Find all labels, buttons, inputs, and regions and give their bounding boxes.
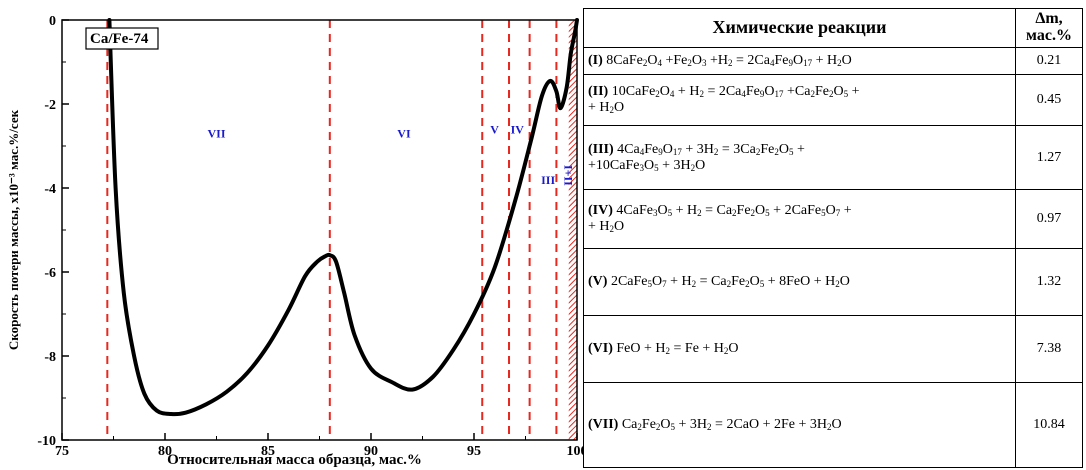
reaction-equation-cell: (IV) 4CaFe3O5 + H2 = Ca2Fe2O5 + 2CaFe5O7… bbox=[583, 189, 1016, 250]
y-tick-label: -2 bbox=[44, 98, 56, 113]
y-tick-label: -10 bbox=[37, 434, 56, 449]
y-tick-label: -8 bbox=[44, 350, 56, 365]
table-header-row: Химические реакции Δm, мас.% bbox=[583, 8, 1083, 48]
dtg-chart: 75 80 85 90 95 100 0 -2 -4 -6 -8 -10 VII VI V IV III I+I… bbox=[6, 14, 584, 468]
reaction-number: (V) bbox=[588, 274, 608, 290]
reaction-number: (IV) bbox=[588, 203, 613, 219]
reaction-equation-cell: (V) 2CaFe5O7 + H2 = Ca2Fe2O5 + 8FeO + H2… bbox=[583, 248, 1016, 317]
x-tick-label: 80 bbox=[158, 444, 172, 459]
sample-label: Ca/Fe-74 bbox=[90, 31, 149, 47]
reaction-row: (I) 8CaFe2O4 +Fe2O3 +H2 = 2Ca4Fe9O17 + H… bbox=[583, 46, 1083, 75]
reaction-row: (VI) FeO + H2 = Fe + H2O 7.38 bbox=[583, 315, 1083, 384]
reaction-equation-cell: (I) 8CaFe2O4 +Fe2O3 +H2 = 2Ca4Fe9O17 + H… bbox=[583, 46, 1016, 75]
region-label: VI bbox=[397, 127, 411, 141]
region-label: III bbox=[541, 173, 555, 187]
reactions-table-body: (I) 8CaFe2O4 +Fe2O3 +H2 = 2Ca4Fe9O17 + H… bbox=[583, 46, 1083, 468]
mass-change-value: 7.38 bbox=[1015, 315, 1083, 384]
region-label: I+II bbox=[562, 165, 576, 186]
mass-change-value: 0.21 bbox=[1015, 46, 1083, 75]
mass-change-header-line1: Δm, bbox=[1035, 10, 1063, 27]
mass-change-value: 1.27 bbox=[1015, 125, 1083, 191]
region-label: IV bbox=[511, 122, 525, 136]
x-axis-title: Относительная масса образца, мас.% bbox=[167, 452, 422, 468]
reaction-row: (II) 10CaFe2O4 + H2 = 2Ca4Fe9O17 +Ca2Fe2… bbox=[583, 73, 1083, 127]
y-tick-label: -4 bbox=[44, 182, 56, 197]
reaction-number: (II) bbox=[588, 83, 609, 99]
reaction-equation-cell: (VII) Ca2Fe2O5 + 3H2 = 2CaO + 2Fe + 3H2O bbox=[583, 382, 1016, 468]
dtg-chart-panel: 75 80 85 90 95 100 0 -2 -4 -6 -8 -10 VII VI V IV III I+I… bbox=[6, 14, 584, 468]
reaction-row: (IV) 4CaFe3O5 + H2 = Ca2Fe2O5 + 2CaFe5O7… bbox=[583, 189, 1083, 250]
y-tick-label: 0 bbox=[49, 14, 56, 29]
reactions-header: Химические реакции bbox=[583, 8, 1016, 48]
reaction-equation-cell: (VI) FeO + H2 = Fe + H2O bbox=[583, 315, 1016, 384]
hatched-region bbox=[568, 20, 577, 440]
region-label: V bbox=[490, 122, 499, 136]
mass-change-value: 10.84 bbox=[1015, 382, 1083, 468]
reaction-row: (VII) Ca2Fe2O5 + 3H2 = 2CaO + 2Fe + 3H2O… bbox=[583, 382, 1083, 468]
dtg-curve bbox=[107, 18, 579, 417]
reaction-equation: 8CaFe2O4 +Fe2O3 +H2 = 2Ca4Fe9O17 + H2O bbox=[602, 52, 852, 68]
mass-change-header-line2: мас.% bbox=[1026, 26, 1072, 44]
reaction-number: (VII) bbox=[588, 417, 619, 433]
reaction-equation: FeO + H2 = Fe + H2O bbox=[612, 341, 739, 357]
x-tick-label: 95 bbox=[467, 444, 481, 459]
x-tick-label: 90 bbox=[364, 444, 378, 459]
mass-change-header: Δm, мас.% bbox=[1015, 8, 1083, 48]
reaction-row: (V) 2CaFe5O7 + H2 = Ca2Fe2O5 + 8FeO + H2… bbox=[583, 248, 1083, 317]
reaction-number: (VI) bbox=[588, 341, 613, 357]
reactions-table: Химические реакции Δm, мас.% (I) 8CaFe2O… bbox=[583, 8, 1083, 468]
reaction-number: (I) bbox=[588, 52, 603, 68]
reaction-equation: 2CaFe5O7 + H2 = Ca2Fe2O5 + 8FeO + H2O bbox=[607, 274, 850, 290]
mass-change-value: 0.45 bbox=[1015, 73, 1083, 127]
reaction-equation: 4Ca4Fe9O17 + 3H2 = 3Ca2Fe2O5 + +10CaFe3O5… bbox=[588, 141, 805, 173]
y-tick-label: -6 bbox=[44, 266, 56, 281]
reaction-equation: 10CaFe2O4 + H2 = 2Ca4Fe9O17 +Ca2Fe2O5 + +… bbox=[588, 83, 860, 115]
reaction-equation: Ca2Fe2O5 + 3H2 = 2CaO + 2Fe + 3H2O bbox=[618, 417, 842, 433]
mass-change-value: 0.97 bbox=[1015, 189, 1083, 250]
region-label: VII bbox=[207, 127, 225, 141]
reaction-row: (III) 4Ca4Fe9O17 + 3H2 = 3Ca2Fe2O5 + +10C… bbox=[583, 125, 1083, 191]
reaction-equation: 4CaFe3O5 + H2 = Ca2Fe2O5 + 2CaFe5O7 + + H… bbox=[588, 203, 852, 235]
sample-label-box bbox=[85, 27, 159, 50]
reaction-equation-cell: (III) 4Ca4Fe9O17 + 3H2 = 3Ca2Fe2O5 + +10C… bbox=[583, 125, 1016, 191]
y-axis-title: Скорость потери массы, x10⁻³ мас.%/сек bbox=[6, 109, 21, 350]
x-tick-label: 75 bbox=[55, 444, 69, 459]
reaction-equation-cell: (II) 10CaFe2O4 + H2 = 2Ca4Fe9O17 +Ca2Fe2… bbox=[583, 73, 1016, 127]
x-tick-label: 100 bbox=[567, 444, 584, 459]
x-tick-label: 85 bbox=[261, 444, 275, 459]
reaction-number: (III) bbox=[588, 141, 614, 157]
mass-change-value: 1.32 bbox=[1015, 248, 1083, 317]
